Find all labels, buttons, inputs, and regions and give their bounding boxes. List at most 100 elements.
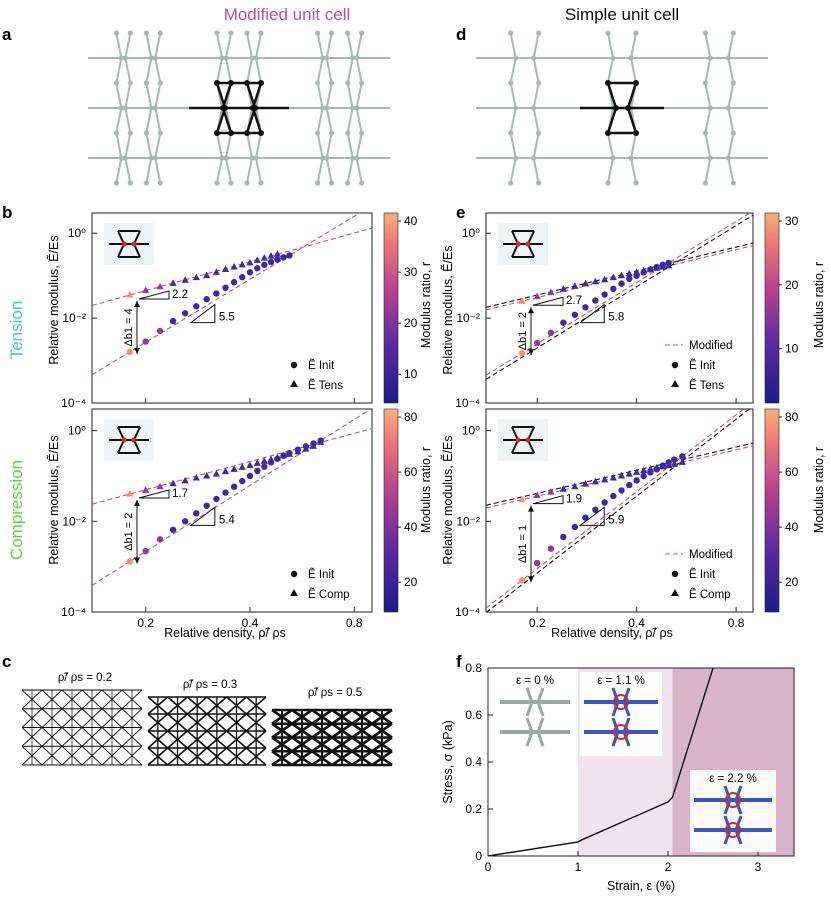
legend-tens-marker: [671, 380, 679, 387]
tens-point: [581, 279, 590, 287]
tens-point: [253, 256, 261, 263]
tens-point: [142, 486, 150, 493]
fit-line: [92, 409, 372, 586]
inset-node: [121, 437, 127, 443]
init-point: [193, 510, 200, 517]
panel-f-letter: f: [456, 652, 462, 671]
y-tick-label: 10⁰: [462, 226, 480, 240]
init-point: [254, 467, 261, 475]
legend-init: Ẽ Init: [308, 359, 335, 372]
e-xlabel: Relative density, ρ̃/ ρs: [551, 626, 673, 640]
tens-point: [169, 279, 177, 286]
slope-triangle: [189, 303, 216, 324]
slope-label: 5.9: [608, 514, 624, 526]
modified-lattice: [88, 30, 390, 186]
inset-unit-cell: [104, 419, 154, 461]
lattice-column: [154, 32, 162, 184]
tens-point: [246, 258, 254, 266]
tens-point: [230, 465, 238, 472]
init-point: [156, 327, 164, 335]
init-point: [142, 338, 149, 345]
init-point: [213, 495, 220, 503]
tens-point: [617, 271, 626, 279]
slope-triangle: [532, 495, 564, 505]
tens-point: [670, 460, 678, 467]
init-point: [222, 489, 229, 496]
init-point: [126, 558, 134, 565]
inset-node: [525, 437, 531, 443]
slope-label: 1.7: [172, 488, 188, 500]
lattice-column: [115, 32, 123, 184]
slope-label: 2.7: [566, 295, 582, 307]
tens-point: [609, 273, 617, 281]
init-point: [239, 274, 246, 281]
colorbar-tick-label: 60: [785, 465, 799, 479]
inset-unit-cell: [498, 223, 548, 265]
tens-point: [571, 482, 579, 490]
b-bottom-ylabel: Relative modulus, Ẽ/Es: [47, 435, 61, 564]
f-xlabel: Strain, ε (%): [607, 879, 675, 893]
inset-node: [131, 241, 137, 247]
inset-contact: [725, 822, 741, 838]
tens-point: [633, 268, 641, 275]
strain-inset: ε = 0 %: [496, 672, 574, 756]
tens-point: [633, 468, 641, 475]
compression-row-label: Compression: [7, 460, 26, 560]
tens-point: [203, 271, 211, 279]
tens-point: [571, 282, 579, 289]
delta-label: Δb1 = 2: [123, 513, 135, 551]
arrow-head: [528, 576, 534, 583]
slope-triangle: [578, 506, 605, 526]
colorbar-tick-label: 20: [404, 575, 418, 589]
colorbar: [383, 408, 399, 613]
density-lattices: [21, 689, 393, 767]
init-point: [203, 502, 210, 509]
lattice-column: [704, 32, 712, 184]
init-point: [592, 297, 599, 304]
x-tick-label: 0.4: [628, 616, 645, 630]
tens-point: [518, 495, 526, 503]
y-tick-label: 10⁻⁴: [455, 396, 480, 410]
tens-point: [260, 457, 268, 464]
init-point: [533, 339, 541, 347]
y-tick-label: 10⁻²: [456, 311, 480, 325]
tens-point: [203, 471, 211, 479]
init-point: [560, 533, 567, 541]
arrow-head: [528, 505, 534, 512]
fit-line: [486, 242, 753, 308]
colorbar-tick-label: 80: [785, 410, 799, 424]
init-point: [222, 284, 229, 291]
init-point: [169, 526, 177, 533]
inset-label: ε = 1.1 %: [597, 675, 645, 687]
init-point: [547, 545, 555, 552]
strain-inset: ε = 1.1 %: [580, 672, 662, 756]
lattice-column: [145, 32, 153, 184]
f-ylabel: Stress, σ (kPa): [441, 720, 455, 803]
inset-label: ε = 2.2 %: [709, 773, 757, 785]
init-point: [533, 559, 541, 567]
tens-point: [547, 488, 555, 495]
tens-point: [181, 276, 189, 283]
x-tick-label: 1: [575, 860, 582, 874]
tension-row-label: Tension: [7, 301, 26, 360]
density-lattice: [21, 689, 143, 766]
init-point: [571, 311, 579, 318]
colorbar-tick-label: 40: [404, 520, 418, 534]
init-point: [142, 547, 149, 555]
lattice-column: [532, 32, 540, 184]
init-point: [671, 456, 678, 463]
panel-e-letter: e: [456, 203, 465, 222]
y-tick-label: 10⁻²: [62, 514, 86, 528]
unit-cell-node: [250, 105, 256, 111]
e-top-cbar-label: Modulus ratio, r: [812, 262, 826, 348]
slope-triangle: [578, 303, 605, 324]
init-point: [618, 487, 625, 494]
colorbar-tick-label: 20: [785, 278, 799, 292]
e-bottom-ylabel: Relative modulus, Ẽ/Es: [441, 435, 455, 564]
inset-unit-cell: [104, 223, 154, 265]
tens-point: [238, 260, 246, 268]
init-point: [601, 499, 608, 506]
init-point: [518, 577, 526, 584]
inset-strut: [622, 717, 631, 747]
arrow-head: [134, 301, 140, 308]
